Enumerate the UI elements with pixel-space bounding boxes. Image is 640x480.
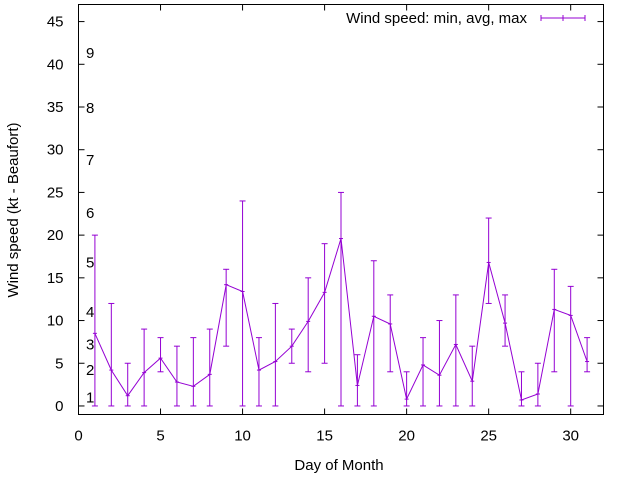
- x-axis: 0 5 10 15 20 25 30: [74, 4, 579, 445]
- data-point: [469, 345, 476, 407]
- beaufort-scale: 1 2 3 4 5 6 7 8 9: [86, 45, 94, 406]
- x-tick-label: 30: [562, 428, 579, 445]
- x-axis-label: Day of Month: [294, 457, 383, 474]
- plot-frame: [78, 4, 604, 415]
- data-point: [387, 294, 394, 373]
- data-point: [108, 302, 115, 407]
- series-wind-speed: [91, 191, 591, 407]
- beaufort-label: 3: [86, 336, 94, 353]
- x-tick-label: 5: [156, 428, 164, 445]
- data-point: [141, 328, 148, 407]
- data-point: [338, 191, 344, 407]
- x-tick-label: 20: [398, 428, 415, 445]
- data-point: [157, 337, 164, 373]
- beaufort-label: 6: [86, 205, 94, 222]
- data-point: [124, 362, 131, 407]
- data-point: [502, 294, 509, 347]
- beaufort-label: 4: [86, 304, 94, 321]
- y-tick-label: 15: [47, 270, 64, 287]
- data-point: [321, 243, 328, 364]
- beaufort-label: 5: [86, 254, 94, 271]
- y-tick-label: 25: [47, 184, 64, 201]
- data-point: [239, 200, 246, 407]
- data-point: [534, 362, 541, 407]
- data-point: [173, 345, 180, 407]
- y-tick-label: 45: [47, 14, 64, 31]
- data-point: [551, 268, 558, 373]
- beaufort-label: 8: [86, 100, 94, 117]
- data-point: [420, 337, 427, 407]
- legend: Wind speed: min, avg, max: [346, 10, 586, 27]
- data-point: [584, 337, 591, 373]
- x-tick-label: 15: [316, 428, 333, 445]
- data-point: [288, 328, 295, 364]
- beaufort-label: 9: [86, 45, 94, 62]
- data-point: [485, 217, 492, 304]
- y-tick-label: 35: [47, 99, 64, 116]
- x-tick-label: 10: [234, 428, 251, 445]
- data-point: [190, 337, 197, 407]
- data-point: [567, 285, 574, 407]
- beaufort-label: 1: [86, 389, 94, 406]
- beaufort-label: 7: [86, 152, 94, 169]
- y-tick-label: 10: [47, 313, 64, 330]
- x-tick-label: 25: [480, 428, 497, 445]
- y-tick-label: 0: [55, 398, 63, 415]
- data-point: [206, 328, 213, 407]
- data-point: [436, 320, 443, 407]
- y-tick-label: 20: [47, 227, 64, 244]
- data-point: [452, 294, 459, 407]
- beaufort-label: 2: [86, 362, 94, 379]
- y-axis-label: Wind speed (kt - Beaufort): [5, 122, 22, 297]
- y-tick-label: 40: [47, 56, 64, 73]
- data-point: [272, 302, 279, 407]
- data-point: [354, 354, 361, 407]
- data-point: [223, 268, 230, 347]
- y-tick-label: 30: [47, 142, 64, 159]
- legend-label: Wind speed: min, avg, max: [346, 10, 527, 27]
- y-tick-label: 5: [55, 355, 63, 372]
- data-point: [518, 371, 525, 407]
- data-point: [370, 260, 377, 407]
- data-point: [255, 337, 262, 407]
- data-point: [91, 234, 98, 407]
- data-point: [403, 371, 410, 407]
- x-tick-label: 0: [74, 428, 82, 445]
- data-point: [305, 277, 312, 373]
